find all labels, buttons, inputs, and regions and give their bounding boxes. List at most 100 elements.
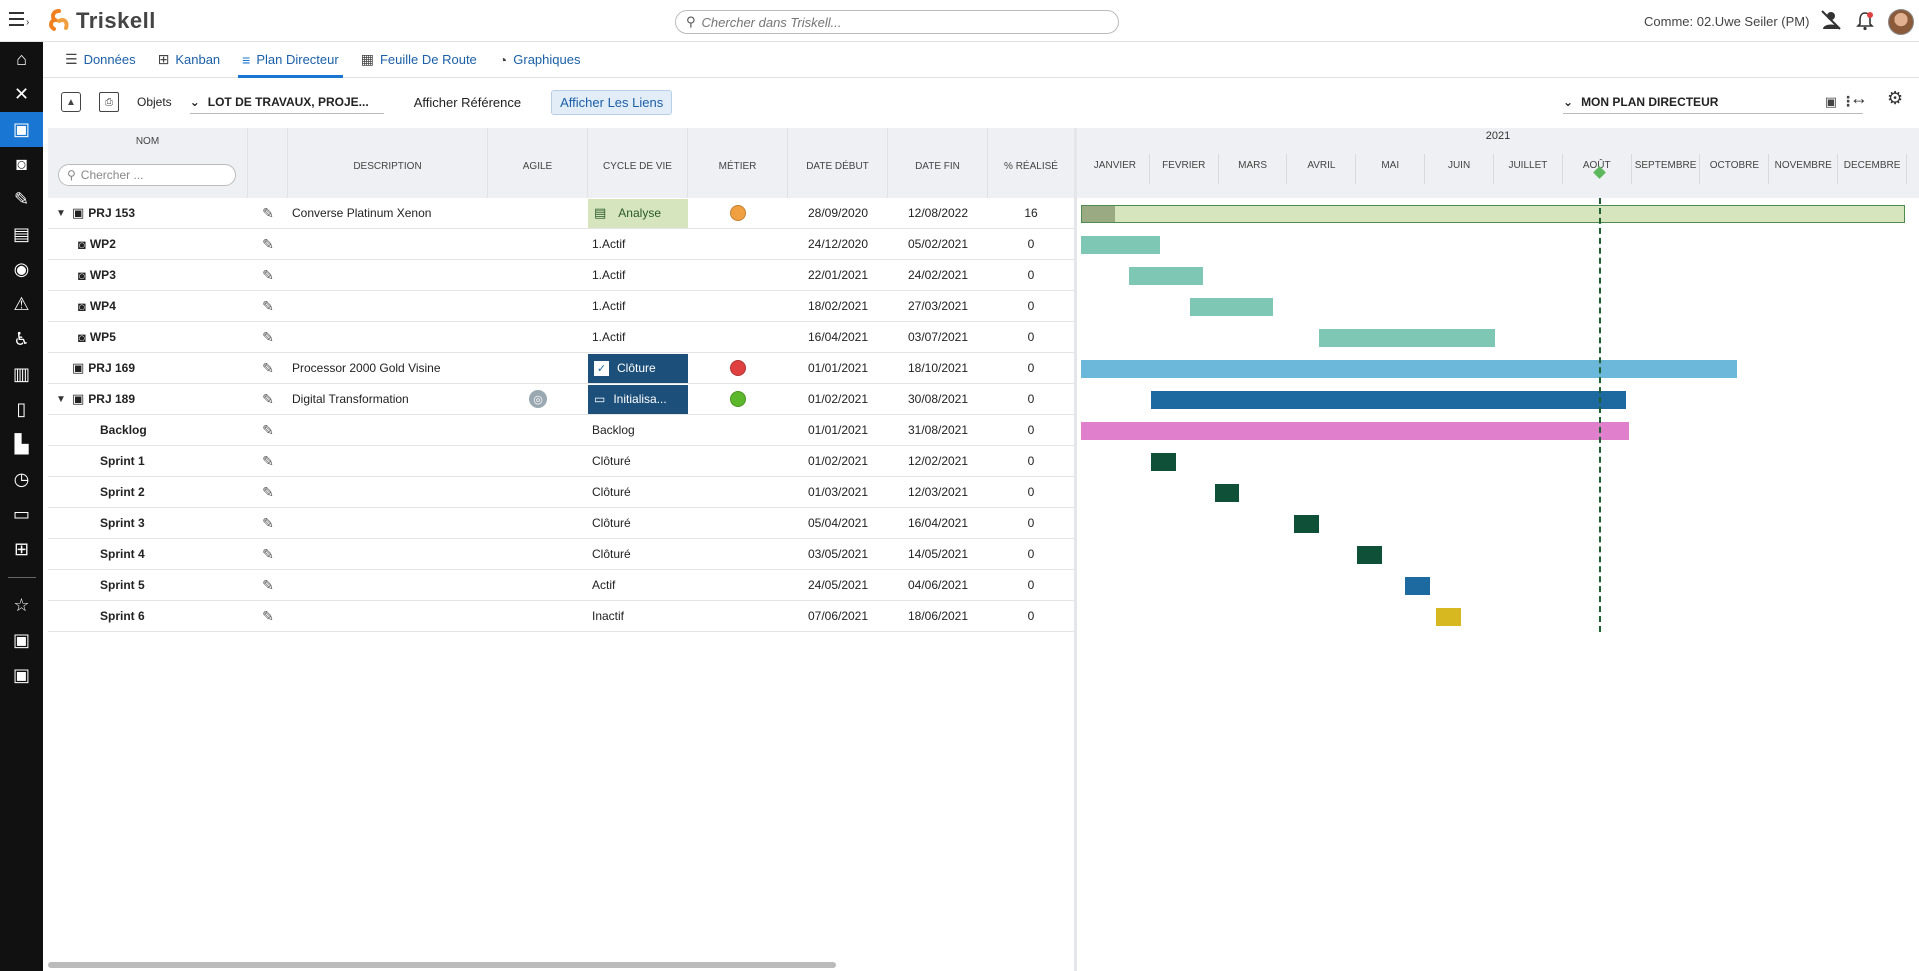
clock-icon[interactable]: ◷ [13,469,30,489]
briefcase-icon[interactable]: ▣ [12,630,30,650]
user-off-icon[interactable] [1820,9,1842,35]
location-pin-icon[interactable]: ◉ [13,259,30,279]
gantt-bar[interactable] [1081,204,1905,223]
row-name-cell[interactable]: Backlog [100,423,147,437]
gantt-bar[interactable] [1357,545,1382,564]
row-name-cell[interactable]: Sprint 4 [100,547,145,561]
edit-icon[interactable]: ✎ [262,297,274,314]
edit-icon[interactable]: ✎ [262,266,274,283]
tab-donnees[interactable]: ☰ Données [65,51,136,67]
col-description-header[interactable]: DESCRIPTION [288,128,488,198]
col-start-header[interactable]: DATE DÉBUT [788,128,888,198]
table-row[interactable]: Sprint 4 ✎ Clôturé 03/05/2021 14/05/2021… [48,539,1074,570]
gantt-bar[interactable] [1293,514,1319,533]
table-row[interactable]: Sprint 1 ✎ Clôturé 01/02/2021 12/02/2021… [48,446,1074,477]
cycle-badge[interactable]: ▭ Initialisa... [588,384,688,414]
edit-icon[interactable]: ✎ [262,390,274,407]
edit-icon[interactable]: ✎ [262,576,274,593]
more-vert-icon[interactable]: ⋮ [1841,93,1855,109]
table-row[interactable]: ▼ ▣ PRJ 153 ✎ Converse Platinum Xenon ▤ An… [48,198,1074,229]
row-name-cell[interactable]: ◙ WP4 [78,298,116,314]
briefcase-clock-icon[interactable]: ◙ [16,154,27,174]
show-reference-button[interactable]: Afficher Référence [413,94,522,110]
star-icon[interactable]: ☆ [13,595,30,615]
table-row[interactable]: Sprint 2 ✎ Clôturé 01/03/2021 12/03/2021… [48,477,1074,508]
row-name-cell[interactable]: ▼ ▣ PRJ 153 [56,205,135,220]
report-icon[interactable]: ▤ [12,224,30,244]
app-logo[interactable]: Triskell [46,6,156,36]
expand-horizontal-icon[interactable]: ↔ [1850,88,1868,108]
gantt-bar[interactable] [1318,328,1496,347]
tab-plan-directeur[interactable]: ≡ Plan Directeur [238,42,343,78]
objects-select[interactable]: ⌄ LOT DE TRAVAUX, PROJE... [189,90,384,114]
horizontal-scrollbar[interactable] [48,962,836,968]
edit-icon[interactable]: ✎ [262,204,274,221]
gantt-bar[interactable] [1081,359,1738,378]
edit-icon[interactable]: ✎ [262,359,274,376]
table-row[interactable]: Sprint 5 ✎ Actif 24/05/2021 04/06/2021 0 [48,570,1074,601]
row-name-cell[interactable]: Sprint 2 [100,485,145,499]
gantt-bar[interactable] [1151,452,1177,471]
briefcase-icon[interactable]: ▣ [0,112,43,147]
gantt-bar[interactable] [1214,483,1240,502]
org-chart-icon[interactable]: ⊞ [13,539,30,559]
row-name-cell[interactable]: Sprint 5 [100,578,145,592]
briefcase-icon[interactable]: ▣ [12,665,30,685]
expand-caret-icon[interactable]: ▼ [56,207,66,219]
document-edit-icon[interactable]: ✎ [13,189,30,209]
row-name-cell[interactable]: ◙ WP5 [78,329,116,345]
briefcase-alt-icon[interactable]: ▥ [12,364,30,384]
cycle-badge[interactable]: ▤ Analyse [588,198,688,228]
edit-icon[interactable]: ✎ [262,328,274,345]
table-row[interactable]: ▣ PRJ 169 ✎ Processor 2000 Gold Visine ✓ … [48,353,1074,384]
row-name-cell[interactable]: Sprint 1 [100,454,145,468]
table-row[interactable]: Backlog ✎ Backlog 01/01/2021 31/08/2021 … [48,415,1074,446]
table-row[interactable]: Sprint 3 ✎ Clôturé 05/04/2021 16/04/2021… [48,508,1074,539]
accessibility-icon[interactable]: ♿ [13,329,30,349]
row-name-cell[interactable]: ◙ WP3 [78,267,116,283]
row-name-cell[interactable]: Sprint 6 [100,609,145,623]
col-end-header[interactable]: DATE FIN [888,128,988,198]
edit-icon[interactable]: ✎ [262,452,274,469]
tab-feuille-de-route[interactable]: ▦ Feuille De Route [360,51,477,67]
gantt-bar[interactable] [1189,297,1274,316]
show-links-button[interactable]: Afficher Les Liens [551,89,673,115]
chart-bars-icon[interactable]: ▙ [14,434,29,454]
edit-icon[interactable]: ✎ [262,545,274,562]
table-row[interactable]: ◙ WP5 ✎ 1.Actif 16/04/2021 03/07/2021 0 [48,322,1074,353]
scroll-icon[interactable]: ▯ [16,399,27,419]
table-row[interactable]: Sprint 6 ✎ Inactif 07/06/2021 18/06/2021… [48,601,1074,632]
gantt-bar[interactable] [1128,266,1204,285]
name-search-field[interactable]: ⚲ Chercher ... [58,164,236,186]
global-search[interactable]: ⚲ [675,10,1119,34]
col-agile-header[interactable]: AGILE [488,128,588,198]
print-icon[interactable]: ⎙ [99,92,119,112]
gantt-bar[interactable] [1081,421,1629,440]
gantt-bar[interactable] [1436,607,1462,626]
col-name-header[interactable]: NOM ⚲ Chercher ... [48,128,248,198]
row-name-cell[interactable]: ◙ WP2 [78,236,116,252]
tab-graphiques[interactable]: ◔ Graphiques [498,51,581,68]
plan-select[interactable]: ⌄ MON PLAN DIRECTEUR ▣ ⋮ [1563,90,1863,114]
global-search-input[interactable] [701,14,1102,30]
table-row[interactable]: ◙ WP2 ✎ 1.Actif 24/12/2020 05/02/2021 0 [48,229,1074,260]
folders-icon[interactable]: ▭ [12,504,30,524]
save-icon[interactable]: ▣ [1824,93,1837,109]
home-icon[interactable]: ⌂ [16,49,27,69]
table-row[interactable]: ▼ ▣ PRJ 189 ✎ Digital Transformation ◎ ▭ I… [48,384,1074,415]
table-row[interactable]: ◙ WP4 ✎ 1.Actif 18/02/2021 27/03/2021 0 [48,291,1074,322]
collapse-icon[interactable]: ▲ [61,92,81,112]
cycle-badge[interactable]: ✓ Clôture [588,353,688,383]
user-avatar[interactable] [1888,9,1914,35]
row-name-cell[interactable]: ▣ PRJ 169 [72,360,135,375]
table-row[interactable]: ◙ WP3 ✎ 1.Actif 22/01/2021 24/02/2021 0 [48,260,1074,291]
agile-search-icon[interactable]: ◎ [529,390,547,408]
edit-icon[interactable]: ✎ [262,607,274,624]
edit-icon[interactable]: ✎ [262,483,274,500]
edit-icon[interactable]: ✎ [262,421,274,438]
row-name-cell[interactable]: Sprint 3 [100,516,145,530]
expand-caret-icon[interactable]: ▼ [56,393,66,405]
notification-bell-icon[interactable] [1856,11,1874,34]
warning-icon[interactable]: ⚠ [13,294,30,314]
col-metier-header[interactable]: MÉTIER [688,128,788,198]
